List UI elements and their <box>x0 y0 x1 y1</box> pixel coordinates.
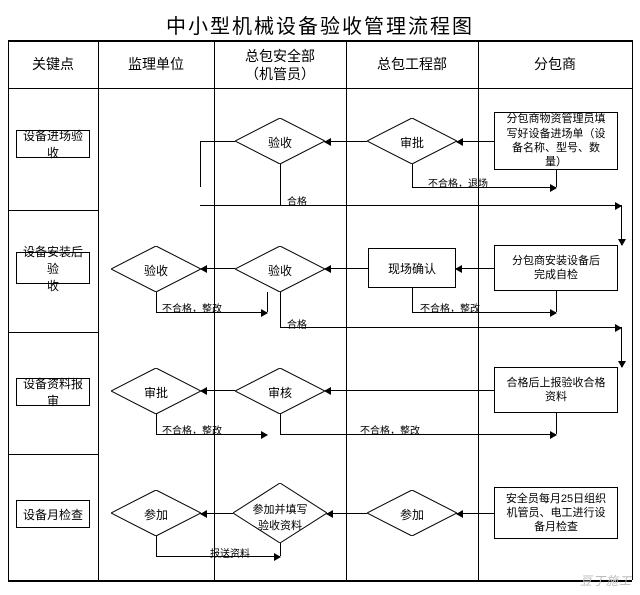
r3-sub-box: 合格后上报验收合格 资料 <box>494 367 618 413</box>
r2-safety-diamond: 验收 <box>235 246 325 292</box>
r3-safety-diamond: 审核 <box>235 368 325 414</box>
r2-pass-label: 合格 <box>287 316 307 331</box>
col-header-safety: 总包安全部 （机管员） <box>214 47 346 83</box>
keypoint-1: 设备进场验收 <box>16 130 90 158</box>
keypoint-3: 设备资料报审 <box>16 378 90 406</box>
col-header-supervisor: 监理单位 <box>98 55 214 73</box>
r3-sup-diamond: 审批 <box>111 368 201 414</box>
r2-confirm-box: 现场确认 <box>368 248 456 288</box>
r4-eng-diamond: 参加 <box>367 490 457 536</box>
watermark: 豆丁施工 <box>580 572 632 589</box>
r2-fail2-label: 不合格，整改 <box>162 300 222 315</box>
r2-sub-box: 分包商安装设备后 完成自检 <box>494 245 618 291</box>
r4-report-label: 报送资料 <box>210 545 250 560</box>
flowchart-page: 中小型机械设备验收管理流程图 关键点 监理单位 总包安全部 （机管员） 总包工程… <box>0 0 640 595</box>
r4-safety-diamond: 参加并填写 验收资料 <box>233 483 327 543</box>
r3-fail2-label: 不合格，整改 <box>162 422 222 437</box>
r1-accept-diamond: 验收 <box>235 118 325 164</box>
keypoint-2: 设备安装后验 收 <box>16 252 90 284</box>
col-header-subcontractor: 分包商 <box>478 55 632 73</box>
r2-fail3-label: 不合格，整改 <box>420 300 480 315</box>
r4-sub-box: 安全员每月25日组织 机管员、电工进行设 备月检查 <box>494 487 618 539</box>
r2-sup-diamond: 验收 <box>111 246 201 292</box>
r4-sup-diamond: 参加 <box>111 490 201 536</box>
r1-fail-label: 不合格，退场 <box>428 175 488 190</box>
r1-sub-box: 分包商物资管理员填 写好设备进场单（设 备名称、型号、数 量） <box>494 112 618 170</box>
col-header-keypoint: 关键点 <box>8 55 98 73</box>
r1-approve-diamond: 审批 <box>367 118 457 164</box>
r3-fail3-label: 不合格，整改 <box>360 422 420 437</box>
r1-pass-label: 合格 <box>287 193 307 208</box>
keypoint-4: 设备月检查 <box>16 500 90 528</box>
col-header-engineering: 总包工程部 <box>346 55 478 73</box>
page-title: 中小型机械设备验收管理流程图 <box>0 10 640 39</box>
